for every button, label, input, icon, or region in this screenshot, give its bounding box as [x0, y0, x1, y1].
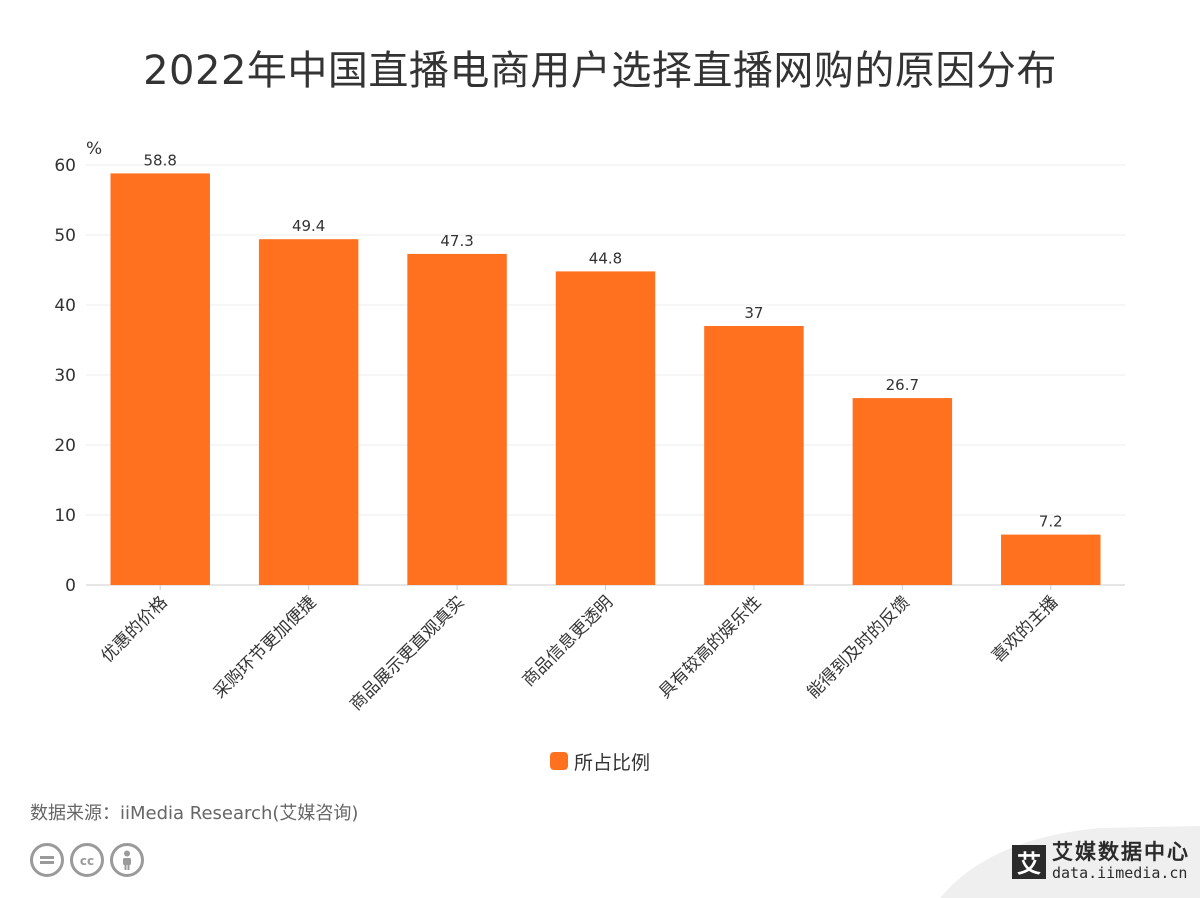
y-tick-label: 50: [54, 226, 76, 246]
x-tick-label: 商品信息更透明: [519, 592, 617, 690]
cc-icon: cc: [70, 843, 104, 877]
x-tick-label: 能得到及时的反馈: [804, 592, 914, 702]
brand-name: 艾媒数据中心: [1052, 840, 1190, 864]
license-icons: cc: [30, 843, 144, 877]
bar: [407, 253, 507, 585]
bar: [258, 239, 359, 585]
y-axis-unit: %: [86, 139, 102, 159]
brand-url: data.iimedia.cn: [1052, 864, 1188, 882]
data-label: 58.8: [144, 151, 177, 169]
svg-text:cc: cc: [80, 854, 94, 867]
x-tick-label: 采购环节更加便捷: [210, 592, 320, 702]
legend-swatch: [550, 752, 568, 770]
y-tick-label: 30: [54, 366, 76, 386]
data-label: 26.7: [886, 376, 919, 394]
y-tick-label: 0: [65, 576, 76, 596]
data-label: 47.3: [440, 232, 473, 250]
y-tick-label: 40: [54, 296, 76, 316]
equals-icon: [30, 843, 64, 877]
data-label: 37: [744, 304, 763, 322]
corner-decoration: [940, 826, 1200, 898]
legend[interactable]: 所占比例: [550, 748, 650, 774]
x-tick-label: 喜欢的主播: [988, 592, 1062, 666]
y-tick-label: 60: [54, 156, 76, 176]
data-label: 44.8: [589, 249, 622, 267]
bar: [110, 173, 210, 585]
x-tick-label: 商品展示更直观真实: [346, 592, 468, 714]
data-label: 49.4: [292, 217, 325, 235]
x-tick-label: 具有较高的娱乐性: [655, 592, 765, 702]
brand-logo: 艾: [1012, 844, 1046, 879]
bar: [704, 326, 804, 585]
data-label: 7.2: [1039, 513, 1063, 531]
bar: [852, 398, 953, 585]
legend-label: 所占比例: [574, 751, 651, 774]
x-tick-label: 优惠的价格: [98, 592, 172, 666]
y-tick-label: 20: [54, 436, 76, 456]
bar: [1001, 534, 1101, 585]
chart-title: 2022年中国直播电商用户选择直播网购的原因分布: [143, 48, 1057, 94]
person-icon: [110, 843, 144, 877]
data-source: 数据来源：iiMedia Research(艾媒咨询): [30, 803, 359, 824]
y-tick-label: 10: [54, 506, 76, 526]
bar: [555, 271, 656, 585]
brand-watermark: 艾 艾媒数据中心 data.iimedia.cn: [1012, 842, 1190, 881]
